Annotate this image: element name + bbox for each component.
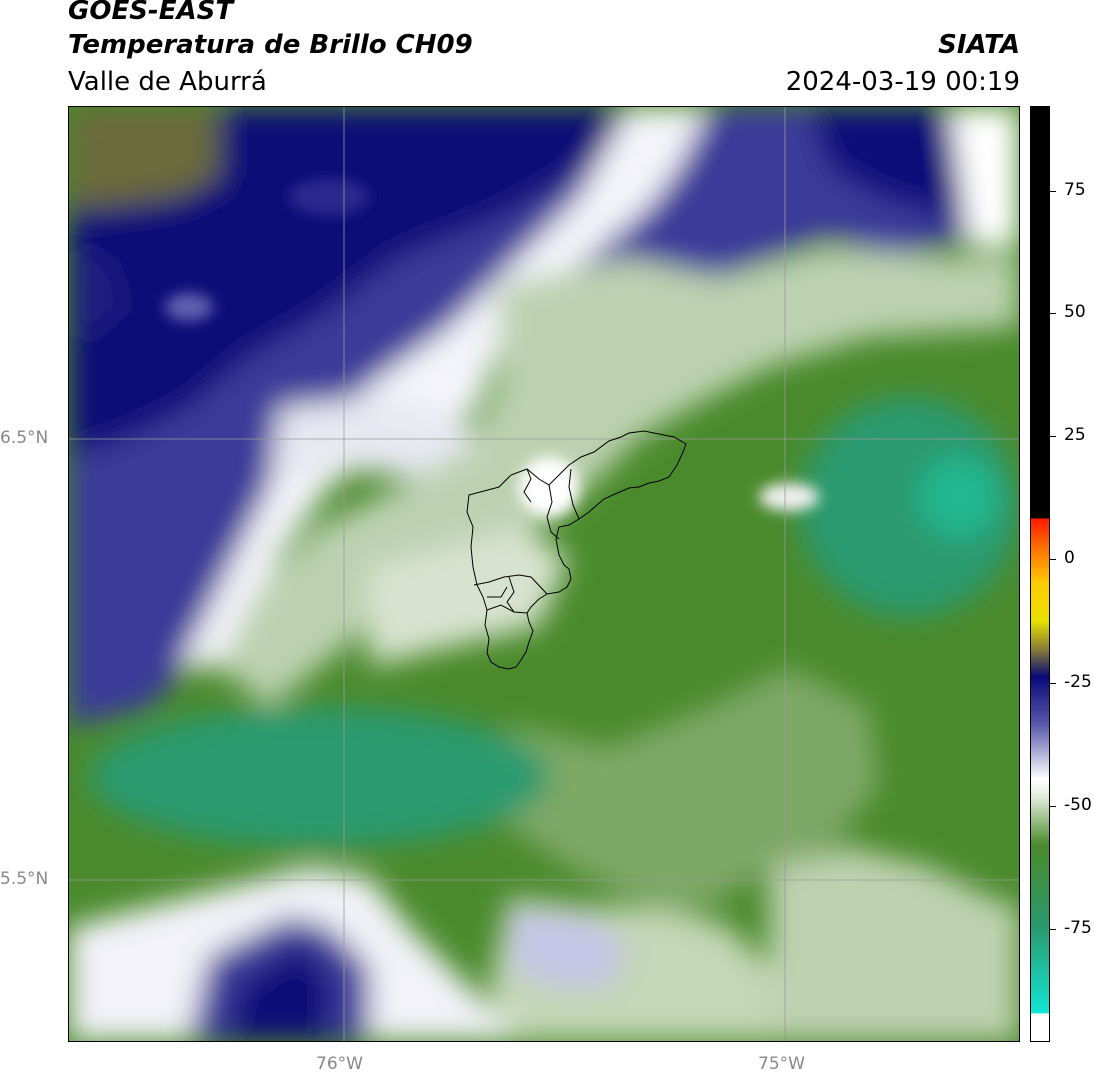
region-label: Valle de Aburrá: [68, 67, 267, 97]
graticule: [69, 107, 1019, 1041]
cloud-detail: [165, 179, 819, 517]
product-title: Temperatura de Brillo CH09: [68, 30, 473, 60]
brightness-temperature-map[interactable]: [68, 106, 1020, 1042]
colorbar-label-25: 25: [1064, 425, 1086, 445]
colorbar-tick: [1050, 929, 1056, 930]
colorbar-tick: [1050, 683, 1056, 684]
colorbar-label-minus-25: -25: [1064, 672, 1092, 692]
satellite-title: GOES-EAST: [68, 0, 234, 26]
colorbar-label-50: 50: [1064, 302, 1086, 322]
colorbar-tick: [1050, 191, 1056, 192]
map-canvas: [69, 107, 1019, 1041]
colorbar-label-75: 75: [1064, 180, 1086, 200]
lon-label-75: 75°W: [758, 1054, 805, 1074]
colorbar-tick: [1050, 559, 1056, 560]
municipality-boundaries: [466, 430, 687, 670]
colorbar-gradient: [1031, 107, 1049, 1041]
lat-label-6-5: 6.5°N: [0, 428, 49, 448]
colorbar-tick: [1050, 313, 1056, 314]
cloud-temperature-field: [69, 107, 1019, 1041]
colorbar-label-minus-50: -50: [1064, 795, 1092, 815]
colorbar-label-minus-75: -75: [1064, 918, 1092, 938]
lon-label-76: 76°W: [316, 1054, 363, 1074]
colorbar-tick: [1050, 436, 1056, 437]
colorbar-label-0: 0: [1064, 548, 1075, 568]
colorbar-tick: [1050, 806, 1056, 807]
agency-label: SIATA: [938, 30, 1020, 60]
datetime-label: 2024-03-19 00:19: [785, 67, 1020, 97]
lat-label-5-5: 5.5°N: [0, 869, 49, 889]
colorbar: [1030, 106, 1050, 1042]
